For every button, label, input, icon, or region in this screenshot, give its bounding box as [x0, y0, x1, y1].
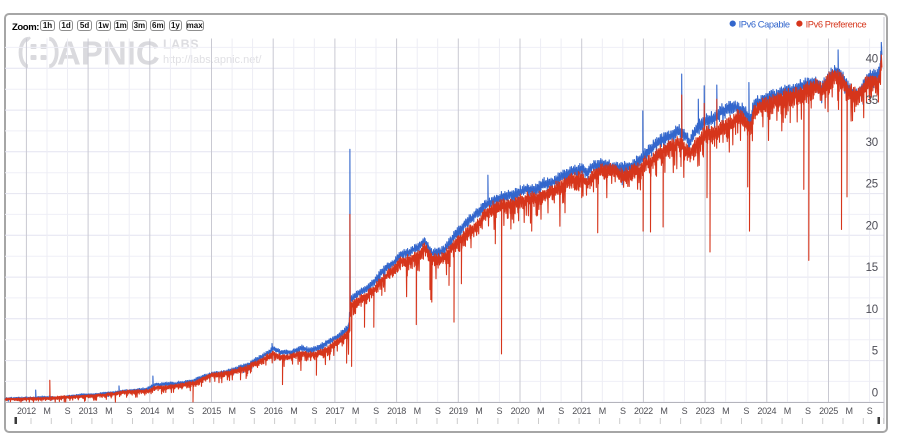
svg-text:S: S	[558, 406, 564, 416]
svg-text:S: S	[620, 406, 626, 416]
svg-text:2025: 2025	[819, 406, 838, 416]
svg-text:2019: 2019	[449, 406, 468, 416]
svg-text:S: S	[65, 406, 71, 416]
svg-text:2016: 2016	[264, 406, 283, 416]
svg-text:S: S	[435, 406, 441, 416]
svg-text:S: S	[805, 406, 811, 416]
svg-text:S: S	[497, 406, 503, 416]
svg-text:M: M	[537, 406, 544, 416]
svg-text:S: S	[373, 406, 379, 416]
svg-text:M: M	[599, 406, 606, 416]
svg-text:M: M	[228, 406, 235, 416]
svg-text:0: 0	[872, 387, 878, 399]
svg-text:S: S	[188, 406, 194, 416]
svg-text:IPv6 Preference: IPv6 Preference	[806, 19, 867, 29]
svg-text:S: S	[311, 406, 317, 416]
svg-text:M: M	[414, 406, 421, 416]
svg-text:S: S	[743, 406, 749, 416]
svg-text:M: M	[290, 406, 297, 416]
svg-text:S: S	[250, 406, 256, 416]
svg-text:2020: 2020	[511, 406, 530, 416]
svg-text:S: S	[867, 406, 873, 416]
svg-text:5: 5	[872, 346, 878, 358]
svg-text:2023: 2023	[696, 406, 715, 416]
svg-text:20: 20	[866, 220, 878, 232]
svg-text:2015: 2015	[202, 406, 221, 416]
svg-text:http://labs.apnic.net/: http://labs.apnic.net/	[163, 54, 262, 66]
svg-text:35: 35	[866, 95, 878, 107]
svg-text:2014: 2014	[140, 406, 159, 416]
svg-text:M: M	[784, 406, 791, 416]
svg-text:30: 30	[866, 137, 878, 149]
svg-text:M: M	[167, 406, 174, 416]
svg-text:2021: 2021	[572, 406, 591, 416]
svg-text:S: S	[682, 406, 688, 416]
svg-text:2024: 2024	[757, 406, 776, 416]
svg-text:25: 25	[866, 179, 878, 191]
svg-text:M: M	[660, 406, 667, 416]
svg-text:2012: 2012	[17, 406, 36, 416]
svg-text:S: S	[126, 406, 132, 416]
svg-text:M: M	[105, 406, 112, 416]
svg-text:2017: 2017	[325, 406, 344, 416]
svg-text:M: M	[722, 406, 729, 416]
svg-text:M: M	[352, 406, 359, 416]
svg-text:2013: 2013	[79, 406, 98, 416]
svg-text:LABS: LABS	[163, 38, 199, 52]
svg-text:2022: 2022	[634, 406, 653, 416]
svg-text:40: 40	[866, 53, 878, 65]
svg-text:M: M	[475, 406, 482, 416]
svg-text:2018: 2018	[387, 406, 406, 416]
svg-text:15: 15	[866, 262, 878, 274]
svg-text:M: M	[845, 406, 852, 416]
svg-text:M: M	[43, 406, 50, 416]
svg-text:10: 10	[866, 304, 878, 316]
svg-text:IPv6 Capable: IPv6 Capable	[739, 19, 790, 29]
